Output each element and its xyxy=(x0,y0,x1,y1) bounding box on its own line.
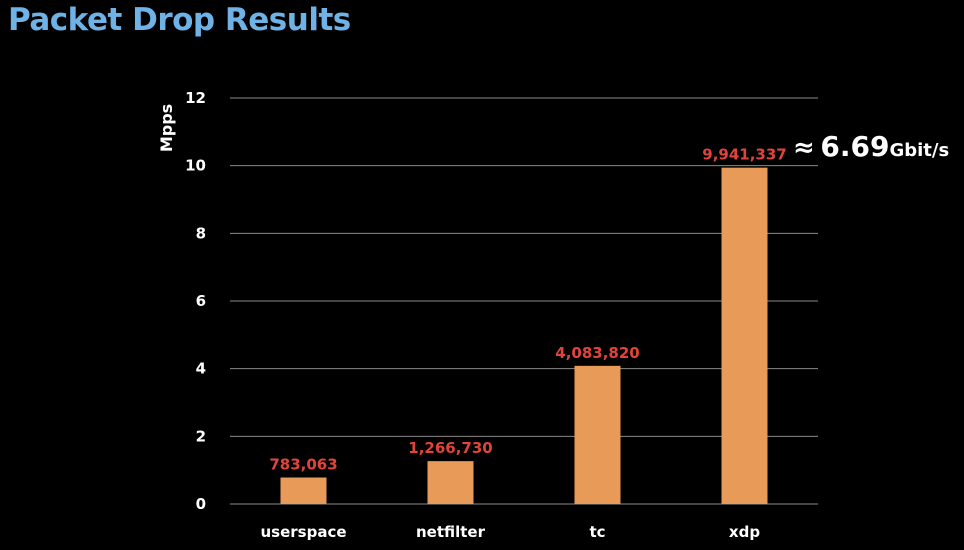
y-axis-tick-labels: 0 2 4 6 8 10 12 xyxy=(185,89,206,513)
y-tick-label: 12 xyxy=(185,89,206,107)
slide-title: Packet Drop Results xyxy=(8,2,351,38)
bar-xdp xyxy=(721,167,768,504)
bar-netfilter xyxy=(427,461,474,504)
data-label-xdp: 9,941,337 xyxy=(702,146,786,164)
y-tick-label: 0 xyxy=(196,495,206,513)
data-label-netfilter: 1,266,730 xyxy=(408,439,492,457)
category-label-netfilter: netfilter xyxy=(416,523,486,541)
bar-userspace xyxy=(280,477,327,504)
bar-tc xyxy=(574,365,621,504)
category-label-userspace: userspace xyxy=(260,523,346,541)
bars xyxy=(280,167,768,504)
category-label-xdp: xdp xyxy=(729,523,760,541)
data-label-tc: 4,083,820 xyxy=(555,344,639,362)
data-label-userspace: 783,063 xyxy=(269,456,337,474)
y-axis-title: Mpps xyxy=(157,104,176,152)
category-label-tc: tc xyxy=(589,523,605,541)
y-tick-label: 4 xyxy=(196,360,206,378)
y-tick-label: 10 xyxy=(185,157,206,175)
callout-value: 6.69 xyxy=(820,130,890,163)
data-labels: 783,063 1,266,730 4,083,820 9,941,337 xyxy=(269,146,786,474)
y-tick-label: 6 xyxy=(196,292,206,310)
y-tick-label: 8 xyxy=(196,224,206,242)
x-axis-category-labels: userspace netfilter tc xdp xyxy=(260,523,760,541)
gridlines xyxy=(230,97,818,505)
y-tick-label: 2 xyxy=(196,427,206,445)
callout-unit: Gbit/s xyxy=(889,140,950,161)
throughput-callout: ≈ 6.69Gbit/s xyxy=(793,130,949,163)
approx-symbol: ≈ xyxy=(793,133,815,163)
